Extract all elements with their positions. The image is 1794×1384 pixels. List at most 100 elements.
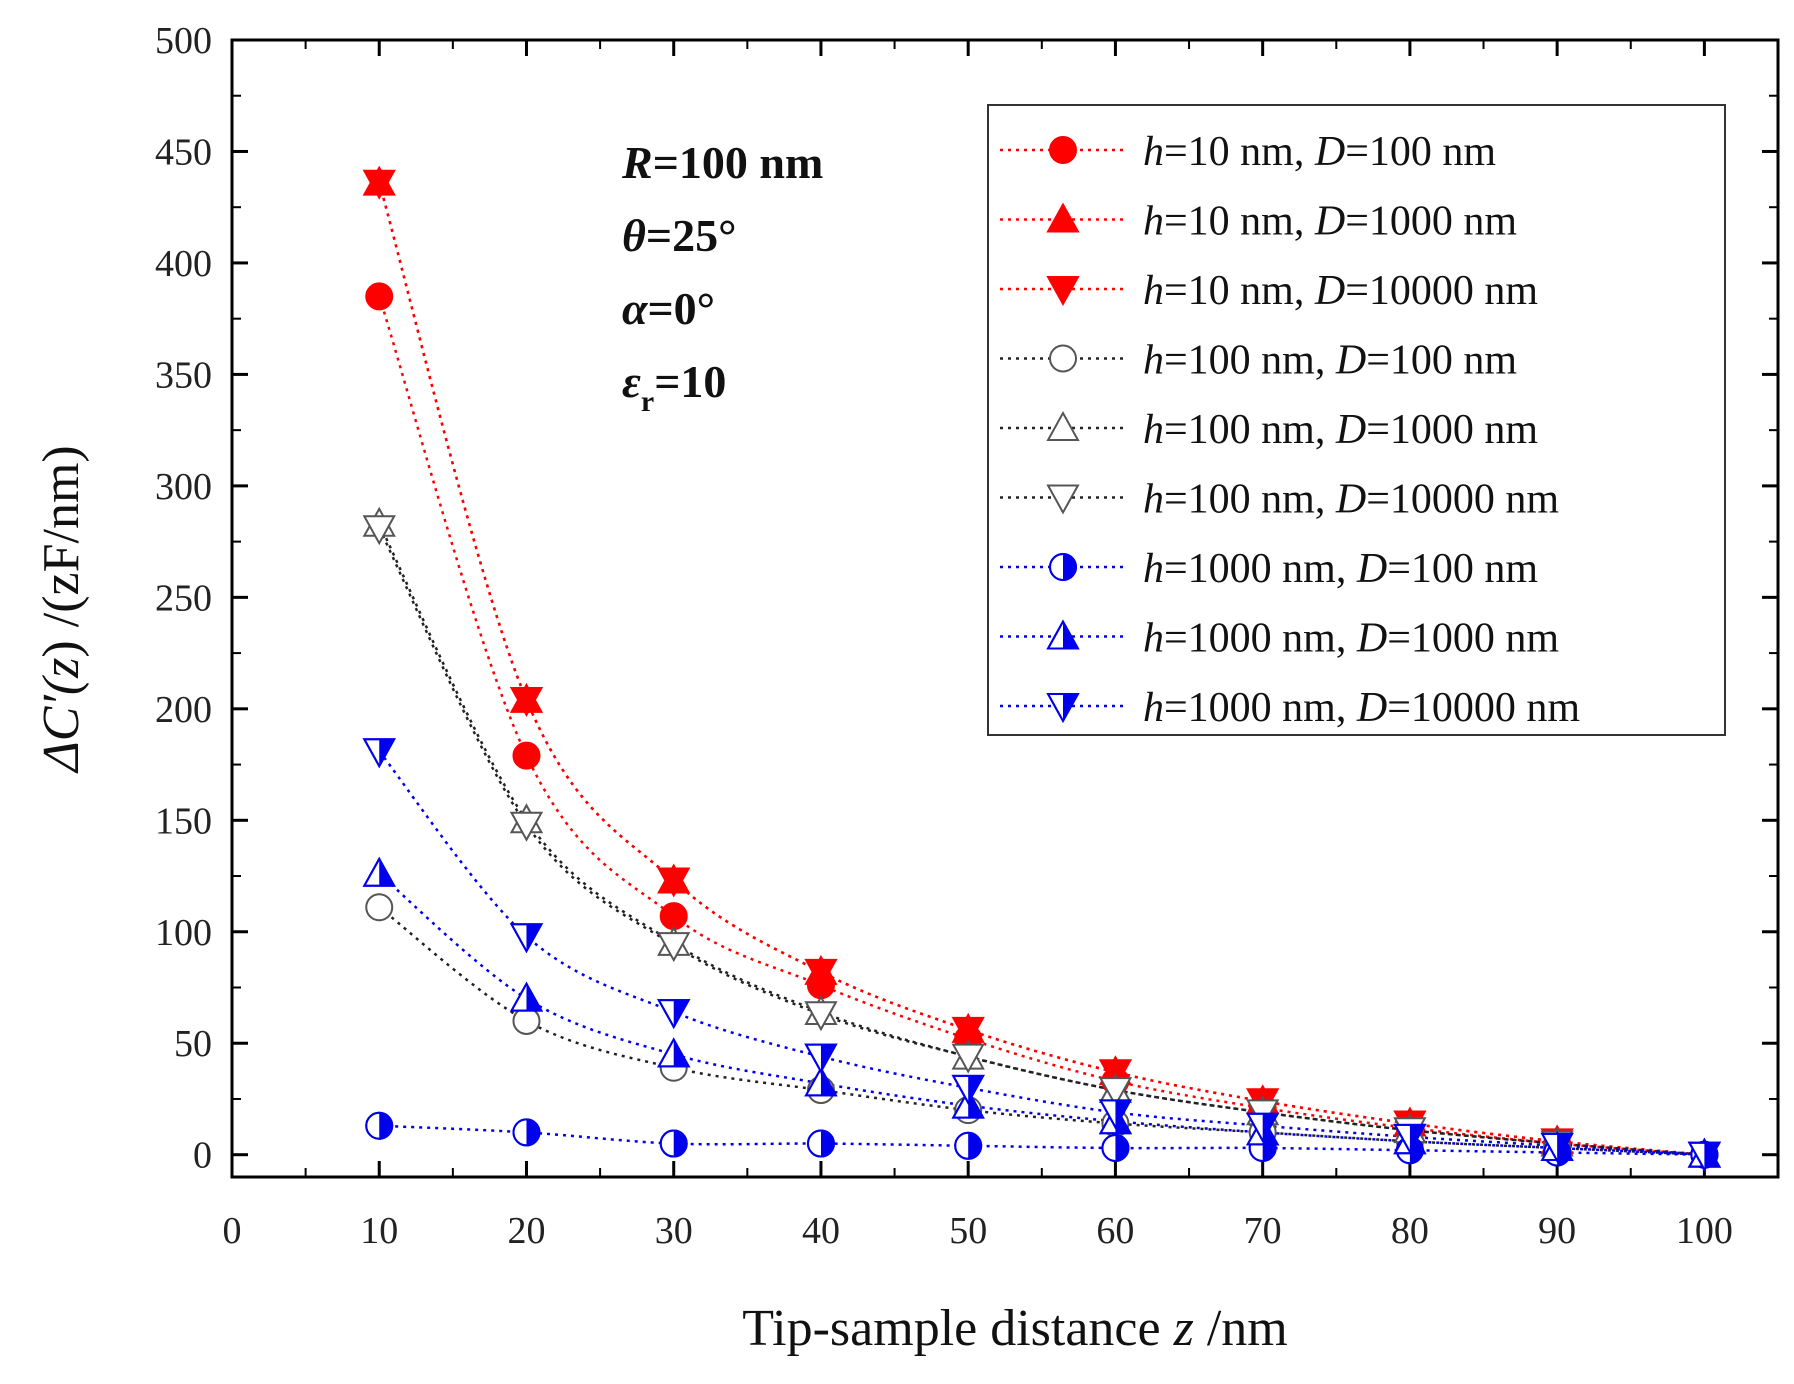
data-point: [509, 981, 544, 1012]
data-point: [362, 738, 396, 769]
y-tick-label: 300: [155, 466, 212, 508]
legend-item: h=1000 nm, D=1000 nm: [1000, 616, 1559, 662]
data-point: [365, 893, 394, 922]
data-point: [804, 1043, 838, 1074]
legend-label: h=1000 nm, D=100 nm: [1143, 546, 1538, 592]
data-point: [1393, 1123, 1427, 1154]
data-point: [951, 1043, 985, 1074]
series-line: [378, 527, 1705, 1156]
legend-label: h=100 nm, D=10000 nm: [1143, 477, 1559, 523]
y-tick-label: 50: [174, 1023, 212, 1065]
y-tick-label: 500: [155, 20, 212, 62]
data-point: [1049, 553, 1077, 581]
data-point: [1046, 202, 1080, 233]
data-point: [512, 741, 541, 770]
series-line: [378, 906, 1705, 1156]
x-tick-label: 10: [360, 1210, 398, 1252]
data-point: [657, 999, 691, 1030]
x-tick-label: 20: [507, 1210, 545, 1252]
y-tick-label: 150: [155, 800, 212, 842]
data-point: [951, 1016, 985, 1047]
data-point: [365, 1111, 394, 1140]
legend-item: h=1000 nm, D=10000 nm: [1000, 685, 1580, 731]
legend-item: h=10 nm, D=1000 nm: [1000, 199, 1517, 245]
y-tick-label: 250: [155, 577, 212, 619]
data-point: [509, 811, 544, 842]
x-tick-label: 90: [1538, 1210, 1576, 1252]
y-axis-title: ΔC′(z) /(zF/nm): [33, 445, 90, 773]
legend-item: h=10 nm, D=100 nm: [1000, 129, 1496, 175]
x-axis-title: Tip-sample distance z /nm: [742, 1300, 1288, 1357]
data-point: [1687, 1141, 1722, 1172]
y-tick-label: 100: [155, 912, 212, 954]
data-point: [365, 282, 394, 311]
legend: h=10 nm, D=100 nm h=10 nm, D=1000 nm h=10 …: [987, 104, 1726, 736]
data-point: [1046, 484, 1080, 515]
x-tick-label: 50: [949, 1210, 987, 1252]
legend-item: h=100 nm, D=1000 nm: [1000, 407, 1538, 453]
y-tick-label: 400: [155, 243, 212, 285]
x-tick-label: 40: [802, 1210, 840, 1252]
data-point: [362, 169, 396, 200]
data-point: [512, 1006, 541, 1035]
data-point: [657, 1037, 691, 1068]
parameter-label: α=0°: [622, 283, 715, 334]
tick-labels: 0 10 20 30 40 50 60 70 80 90 100 0 50 100 150 200 250 300…: [155, 20, 1733, 1252]
data-point: [1246, 1112, 1280, 1143]
legend-item: h=1000 nm, D=100 nm: [1000, 546, 1538, 592]
x-tick-label: 0: [223, 1210, 242, 1252]
data-point: [1098, 1099, 1133, 1130]
legend-item: h=100 nm, D=100 nm: [1000, 338, 1517, 384]
data-point: [1049, 136, 1077, 164]
legend-label: h=1000 nm, D=10000 nm: [1143, 685, 1580, 731]
parameter-annotation: R=100 nm θ=25° α=0° εr=10: [621, 137, 823, 418]
plot-frame: [230, 38, 1780, 1179]
legend-label: h=10 nm, D=10000 nm: [1143, 268, 1538, 314]
data-point: [1101, 1134, 1130, 1163]
data-point: [1049, 344, 1077, 373]
data-point: [951, 1074, 985, 1105]
data-point: [657, 867, 691, 898]
series-line: [378, 750, 1705, 1156]
data-point: [1540, 1132, 1574, 1163]
y-tick-label: 350: [155, 354, 212, 396]
y-tick-label: 0: [193, 1135, 212, 1177]
data-point: [1046, 410, 1080, 441]
parameter-label: εr=10: [622, 356, 726, 418]
data-point: [659, 902, 688, 931]
data-point: [657, 932, 691, 963]
legend-label: h=10 nm, D=1000 nm: [1143, 199, 1517, 245]
series-line: [378, 523, 1705, 1156]
legend-box: [987, 104, 1726, 736]
data-point: [1046, 619, 1080, 650]
data-point: [1046, 276, 1080, 307]
data-point: [509, 923, 544, 954]
data-point: [806, 1129, 835, 1158]
parameter-label: θ=25°: [622, 210, 737, 261]
legend-label: h=1000 nm, D=1000 nm: [1143, 616, 1559, 662]
y-tick-label: 200: [155, 689, 212, 731]
series-line: [379, 1124, 1705, 1156]
x-tick-label: 100: [1676, 1210, 1733, 1252]
legend-label: h=10 nm, D=100 nm: [1143, 129, 1496, 175]
data-point: [362, 515, 396, 546]
data-point: [509, 686, 544, 717]
parameter-label: R=100 nm: [621, 137, 823, 188]
data-point: [512, 1118, 541, 1147]
legend-label: h=100 nm, D=1000 nm: [1143, 407, 1538, 453]
x-tick-label: 70: [1244, 1210, 1282, 1252]
data-point: [1098, 1077, 1133, 1108]
legend-label: h=100 nm, D=100 nm: [1143, 338, 1517, 384]
x-tick-label: 30: [655, 1210, 693, 1252]
data-point: [804, 1066, 838, 1097]
y-tick-label: 450: [155, 131, 212, 173]
data-point: [362, 856, 396, 887]
data-point: [659, 1129, 688, 1158]
x-tick-label: 80: [1391, 1210, 1429, 1252]
series-line: [378, 872, 1705, 1156]
legend-item: h=100 nm, D=10000 nm: [1000, 477, 1559, 523]
series-markers: [362, 165, 1722, 1172]
x-tick-label: 60: [1096, 1210, 1134, 1252]
data-point: [804, 1001, 838, 1032]
